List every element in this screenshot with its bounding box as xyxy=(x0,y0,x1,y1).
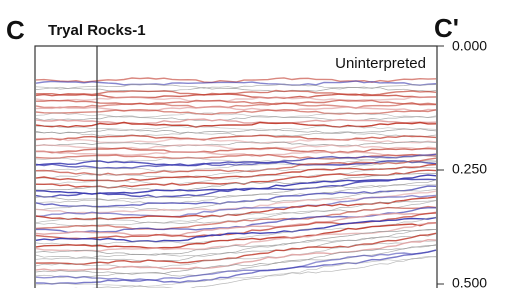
panel-label: C xyxy=(6,15,25,45)
page: C Tryal Rocks-1 C' Uninterpreted 0.000 0… xyxy=(0,0,510,288)
well-name: Tryal Rocks-1 xyxy=(48,22,146,39)
figure: C Tryal Rocks-1 C' Uninterpreted 0.000 0… xyxy=(0,0,510,288)
tick-label: 0.000 xyxy=(452,38,487,54)
tick-label: 0.500 xyxy=(452,275,487,288)
tick-label: 0.250 xyxy=(452,161,487,177)
annotation: Uninterpreted xyxy=(335,55,426,72)
